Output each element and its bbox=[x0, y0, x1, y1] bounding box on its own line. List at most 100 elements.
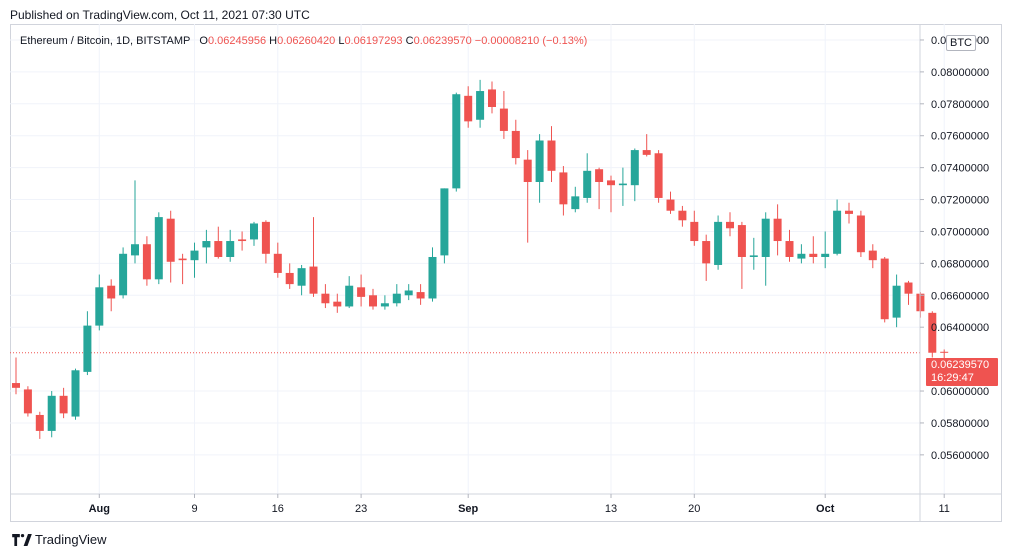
last-price-tag: 0.06239570 16:29:47 bbox=[926, 358, 998, 386]
candle-body bbox=[607, 180, 615, 186]
candle-body bbox=[559, 172, 568, 205]
candle-up bbox=[440, 188, 449, 264]
x-tick-label: Oct bbox=[816, 503, 835, 515]
candle-down bbox=[166, 210, 175, 283]
candle-body bbox=[726, 221, 734, 229]
footer-brand[interactable]: TradingView bbox=[12, 532, 107, 547]
candle-down bbox=[940, 349, 949, 360]
candle-body bbox=[595, 169, 604, 182]
candle-up bbox=[250, 221, 258, 246]
candle-body bbox=[333, 301, 342, 307]
y-tick-label: 0.08000000 bbox=[931, 67, 989, 79]
close-value: 0.06239570 bbox=[413, 35, 472, 47]
candle-body bbox=[654, 153, 663, 198]
y-tick-label: 0.07000000 bbox=[931, 226, 989, 238]
candle-up bbox=[821, 231, 830, 269]
candle-up bbox=[190, 242, 199, 278]
candle-up bbox=[345, 276, 354, 309]
candle-body bbox=[107, 285, 116, 299]
candle-body bbox=[630, 150, 639, 186]
candle-down bbox=[309, 217, 318, 297]
candle-body bbox=[154, 217, 163, 280]
candle-body bbox=[178, 258, 187, 261]
tradingview-logo-icon bbox=[12, 533, 32, 546]
candle-down bbox=[23, 386, 32, 417]
candle-body bbox=[809, 253, 818, 257]
x-tick-label: 11 bbox=[938, 503, 949, 515]
candle-down bbox=[321, 284, 330, 309]
time-axis: Aug 9 16 23 Sep 13 20 Oct 11 bbox=[89, 494, 950, 515]
candle-body bbox=[226, 241, 235, 257]
candle-down bbox=[499, 91, 508, 139]
candle-up bbox=[476, 79, 485, 128]
candle-down bbox=[547, 126, 556, 182]
candle-down bbox=[285, 263, 294, 289]
candle-down bbox=[464, 86, 473, 128]
candle-body bbox=[940, 351, 949, 353]
candle-body bbox=[678, 210, 687, 221]
candle-down bbox=[523, 150, 532, 243]
open-value: 0.06245956 bbox=[207, 35, 267, 47]
candle-up bbox=[47, 391, 56, 438]
candle-up bbox=[761, 212, 770, 286]
candle-body bbox=[250, 223, 258, 240]
candle-up bbox=[630, 148, 639, 202]
low-label: L bbox=[338, 35, 345, 47]
candle-down bbox=[666, 191, 675, 214]
candle-body bbox=[476, 91, 485, 120]
x-tick-label: 23 bbox=[355, 503, 367, 515]
candle-body bbox=[749, 255, 758, 257]
candle-body bbox=[142, 244, 151, 280]
candle-up bbox=[83, 311, 92, 376]
candle-down bbox=[856, 210, 865, 257]
candle-body bbox=[166, 218, 175, 262]
candle-body bbox=[345, 285, 354, 307]
candle-down bbox=[642, 134, 651, 157]
candle-body bbox=[535, 140, 544, 182]
candle-up bbox=[797, 244, 806, 264]
candle-body bbox=[868, 250, 877, 261]
candle-body bbox=[83, 325, 92, 372]
candle-body bbox=[12, 383, 20, 388]
candle-body bbox=[797, 253, 806, 259]
low-value: 0.06197293 bbox=[344, 35, 403, 47]
candle-down bbox=[607, 175, 615, 213]
published-caption: Published on TradingView.com, Oct 11, 20… bbox=[10, 8, 310, 22]
candle-up bbox=[71, 368, 80, 420]
candle-up bbox=[749, 237, 758, 270]
candle-up bbox=[226, 229, 235, 262]
candle-up bbox=[892, 274, 901, 328]
candle-body bbox=[511, 130, 520, 159]
candle-body bbox=[583, 170, 592, 198]
candle-up bbox=[297, 264, 306, 296]
candle-down bbox=[238, 231, 247, 251]
y-tick-label: 0.05800000 bbox=[931, 418, 989, 430]
candle-body bbox=[499, 108, 508, 131]
price-axis: 0.082000000.080000000.078000000.07600000… bbox=[920, 35, 989, 462]
candle-up bbox=[452, 92, 461, 192]
y-tick-label: 0.05600000 bbox=[931, 450, 989, 462]
y-tick-label: 0.07800000 bbox=[931, 99, 989, 111]
candle-body bbox=[309, 266, 318, 294]
candle-body bbox=[833, 210, 842, 254]
candle-body bbox=[321, 293, 330, 304]
candle-up bbox=[571, 186, 580, 213]
high-label: H bbox=[269, 35, 278, 47]
x-tick-label: 9 bbox=[191, 503, 197, 515]
candle-body bbox=[523, 159, 532, 182]
candle-body bbox=[666, 199, 675, 211]
chart-frame[interactable] bbox=[10, 24, 1002, 522]
symbol-label[interactable]: Ethereum / Bitcoin, 1D, BITSTAMP bbox=[20, 35, 191, 47]
candle-down bbox=[416, 284, 425, 305]
currency-badge[interactable]: BTC bbox=[946, 35, 976, 51]
candle-down bbox=[273, 242, 282, 278]
y-tick-label: 0.06600000 bbox=[931, 290, 989, 302]
candle-up bbox=[392, 284, 401, 307]
candles bbox=[12, 79, 949, 439]
candle-up bbox=[535, 134, 544, 203]
candle-body bbox=[95, 287, 104, 326]
candle-body bbox=[357, 287, 366, 297]
candle-body bbox=[202, 241, 211, 248]
candle-down bbox=[12, 357, 20, 395]
